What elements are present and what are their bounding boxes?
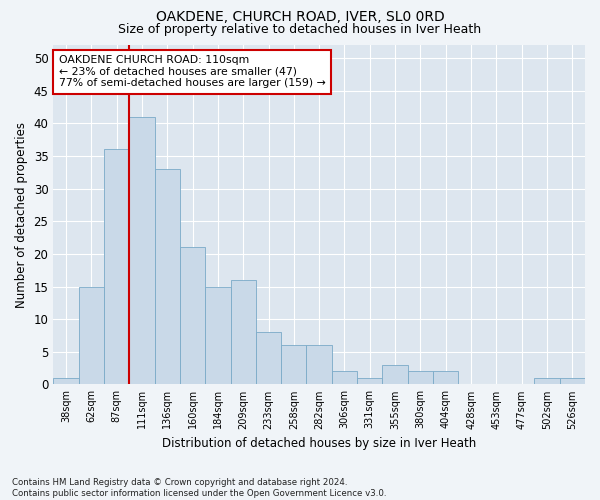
Y-axis label: Number of detached properties: Number of detached properties — [15, 122, 28, 308]
X-axis label: Distribution of detached houses by size in Iver Heath: Distribution of detached houses by size … — [162, 437, 476, 450]
Bar — [256, 332, 281, 384]
Bar — [230, 280, 256, 384]
Text: Contains HM Land Registry data © Crown copyright and database right 2024.
Contai: Contains HM Land Registry data © Crown c… — [12, 478, 386, 498]
Bar — [357, 378, 382, 384]
Bar — [180, 248, 205, 384]
Text: OAKDENE, CHURCH ROAD, IVER, SL0 0RD: OAKDENE, CHURCH ROAD, IVER, SL0 0RD — [155, 10, 445, 24]
Bar — [408, 372, 433, 384]
Bar — [79, 286, 104, 384]
Bar — [104, 150, 129, 384]
Text: OAKDENE CHURCH ROAD: 110sqm
← 23% of detached houses are smaller (47)
77% of sem: OAKDENE CHURCH ROAD: 110sqm ← 23% of det… — [59, 55, 325, 88]
Bar — [205, 286, 230, 384]
Bar — [155, 169, 180, 384]
Bar — [332, 372, 357, 384]
Bar — [281, 346, 307, 385]
Text: Size of property relative to detached houses in Iver Heath: Size of property relative to detached ho… — [118, 22, 482, 36]
Bar — [433, 372, 458, 384]
Bar — [307, 346, 332, 385]
Bar — [129, 117, 155, 384]
Bar — [535, 378, 560, 384]
Bar — [560, 378, 585, 384]
Bar — [382, 365, 408, 384]
Bar — [53, 378, 79, 384]
